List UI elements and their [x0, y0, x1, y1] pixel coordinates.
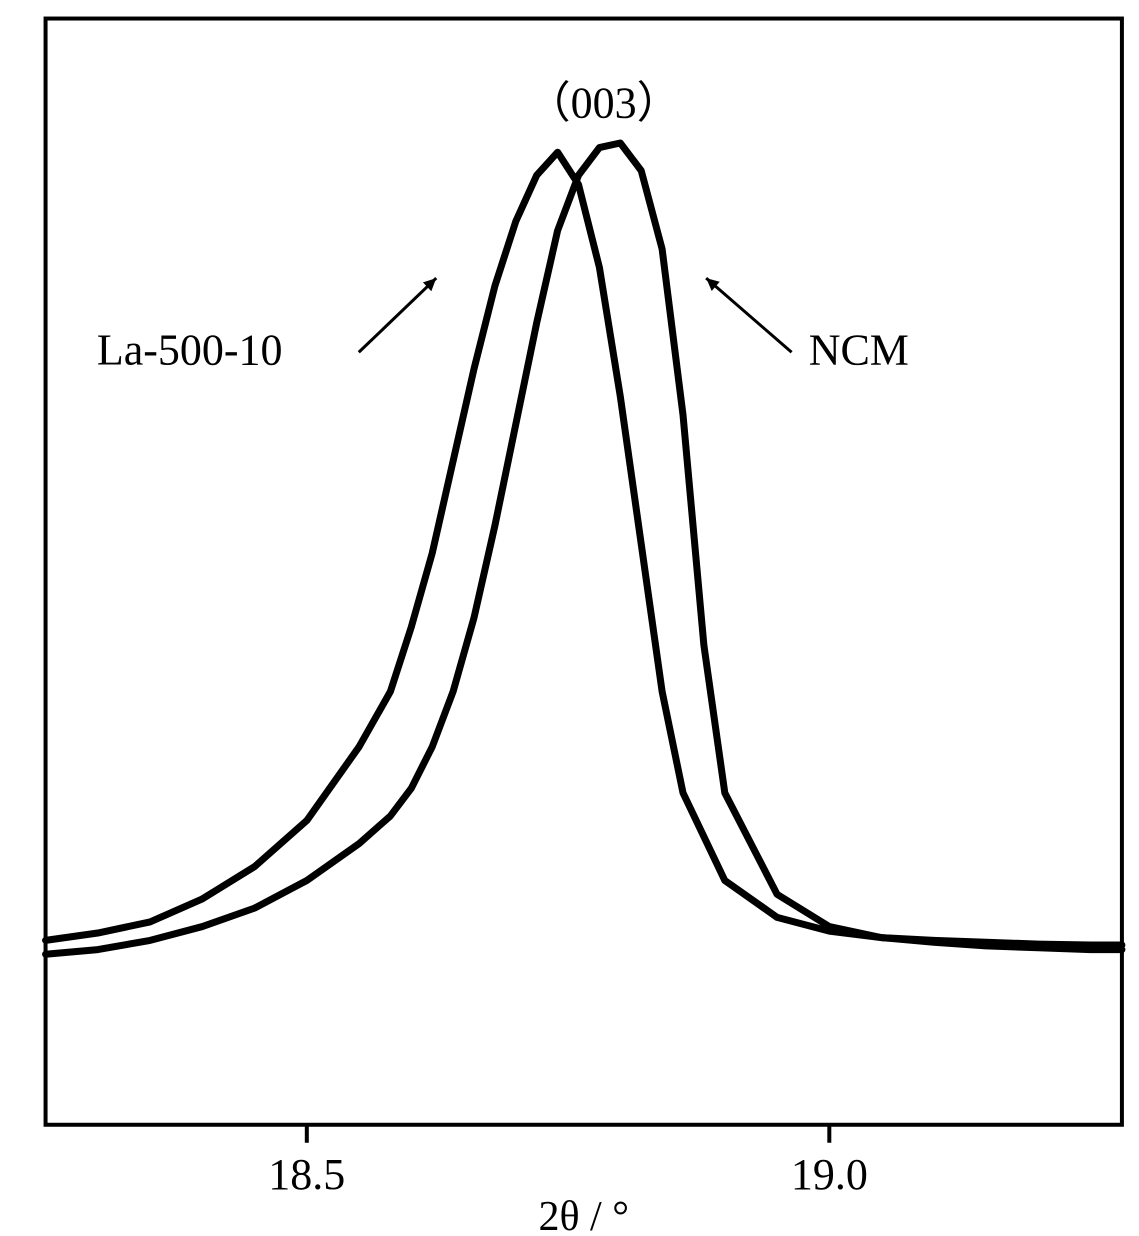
- xrd-chart: 18.5 19.0 2θ / ° （003） La-500-10 NCM: [0, 0, 1139, 1236]
- x-tick-label: 18.5: [268, 1150, 345, 1199]
- peak-label: （003）: [527, 78, 681, 127]
- series-label-ncm: NCM: [809, 326, 909, 375]
- x-axis-label: 2θ / °: [538, 1194, 629, 1236]
- series-label-la: La-500-10: [97, 326, 283, 375]
- chart-svg: 18.5 19.0 2θ / ° （003） La-500-10 NCM: [0, 0, 1139, 1236]
- x-tick-label: 19.0: [791, 1150, 868, 1199]
